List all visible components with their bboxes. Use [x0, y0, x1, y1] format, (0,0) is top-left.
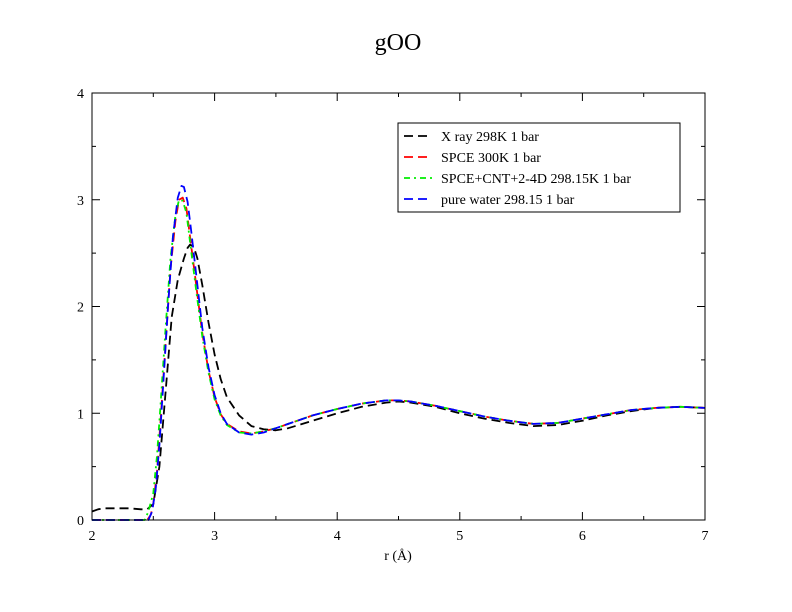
x-tick-label: 5	[456, 529, 463, 544]
series-line-1	[92, 196, 706, 521]
legend: X ray 298K 1 bar SPCE 300K 1 bar SPCE+CNT+…	[397, 122, 681, 213]
axes-layer: 2 3 4 5 6 7 0 1 2 3 4	[77, 87, 709, 544]
chart-title: gOO	[375, 30, 422, 56]
x-tick-label: 4	[334, 529, 341, 544]
legend-box	[397, 122, 681, 213]
legend-label-2: SPCE+CNT+2-4D 298.15K 1 bar	[441, 172, 631, 187]
x-tick-label: 3	[211, 529, 218, 544]
legend-label-1: SPCE 300K 1 bar	[441, 151, 541, 166]
series-layer	[91, 184, 706, 521]
y-tick-label: 2	[77, 301, 84, 316]
y-tick-label: 4	[77, 87, 84, 102]
series-line-0	[91, 243, 706, 513]
legend-label-0: X ray 298K 1 bar	[441, 130, 539, 145]
y-tick-label: 0	[77, 514, 84, 529]
x-tick-label: 7	[702, 529, 709, 544]
legend-label-3: pure water 298.15 1 bar	[441, 193, 575, 208]
series-line-2	[92, 198, 706, 521]
x-axis-label: r (Å)	[384, 548, 412, 564]
series-line-3	[92, 184, 706, 521]
x-tick-label: 2	[89, 529, 96, 544]
x-tick-label: 6	[579, 529, 586, 544]
y-tick-label: 3	[77, 194, 84, 209]
y-tick-label: 1	[77, 407, 84, 422]
